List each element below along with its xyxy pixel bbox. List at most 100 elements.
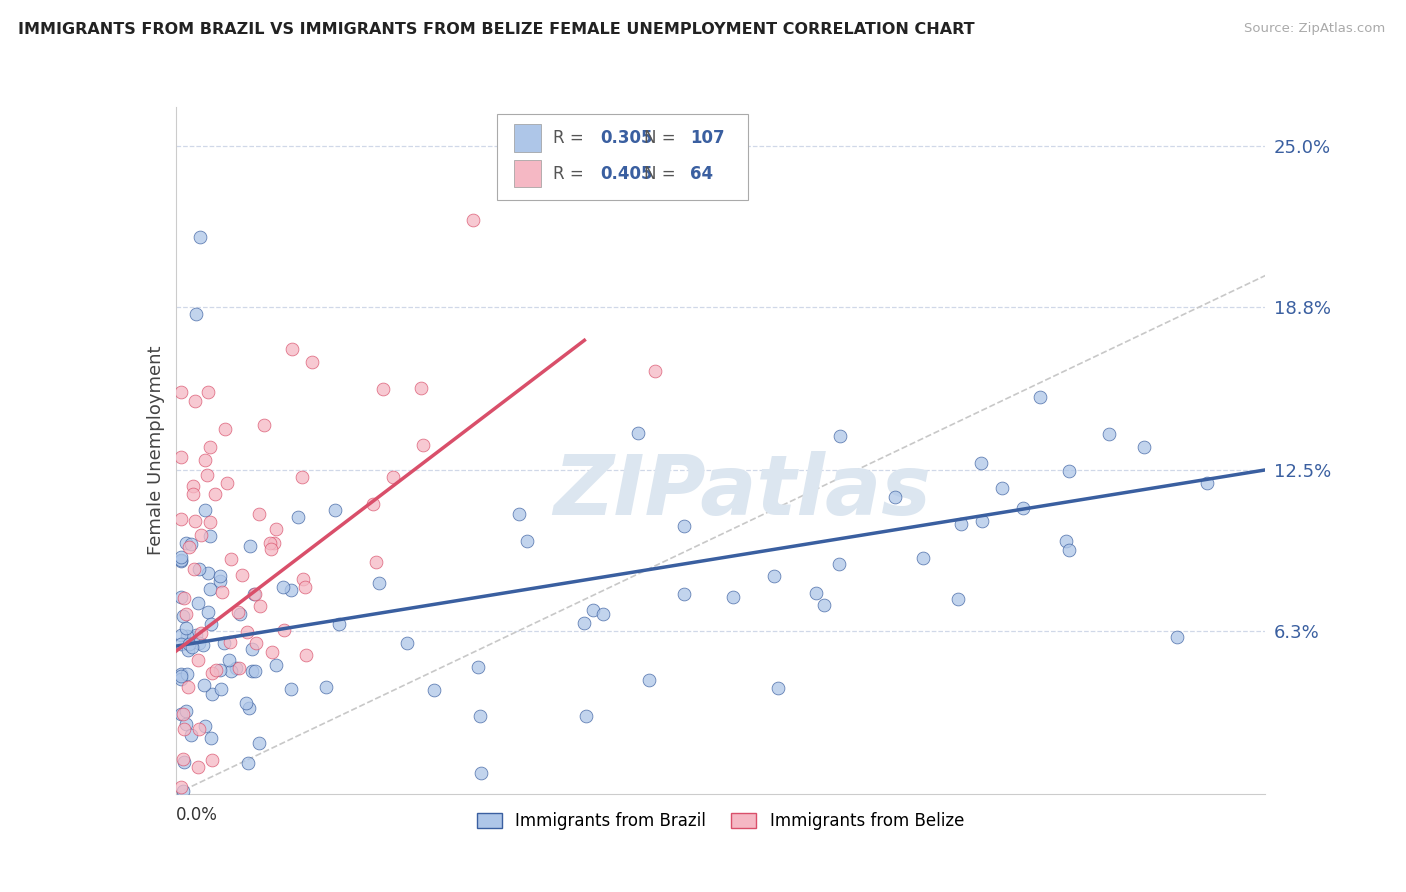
Point (188, 722, 211, 736)
Point (170, 637, 193, 651)
Point (173, 755, 195, 769)
Point (170, 553, 193, 567)
Point (301, 355, 323, 369)
Point (263, 536, 285, 550)
Point (243, 664, 266, 678)
Point (187, 653, 209, 667)
Point (291, 469, 314, 483)
Point (170, 385, 193, 400)
Point (226, 605, 249, 619)
Point (467, 659, 489, 673)
Point (170, 450, 193, 464)
Point (260, 645, 283, 659)
Point (201, 666, 224, 681)
Point (211, 584, 233, 599)
Point (371, 383, 394, 397)
Point (264, 658, 287, 673)
Point (174, 704, 197, 718)
Point (197, 605, 219, 619)
Point (395, 636, 418, 650)
Point (217, 475, 239, 490)
Point (209, 574, 232, 589)
Text: 0.305: 0.305 (600, 129, 654, 147)
Point (181, 479, 204, 493)
Point (181, 487, 204, 501)
Point (197, 566, 219, 580)
Point (328, 616, 350, 631)
Point (1197, 476, 1219, 491)
Point (190, 528, 212, 542)
Point (201, 687, 224, 701)
Point (412, 438, 434, 452)
Point (266, 522, 288, 536)
Point (468, 709, 491, 723)
Point (170, 706, 193, 721)
Point (177, 540, 200, 554)
Point (259, 536, 281, 550)
Point (991, 481, 1014, 495)
Point (209, 682, 232, 697)
Point (1097, 427, 1119, 442)
Point (193, 678, 215, 692)
Point (970, 456, 993, 470)
Point (1166, 630, 1188, 644)
Text: Source: ZipAtlas.com: Source: ZipAtlas.com (1244, 22, 1385, 36)
Point (197, 385, 219, 400)
Point (280, 682, 302, 697)
Point (235, 696, 257, 710)
Point (219, 635, 242, 649)
Point (422, 683, 444, 698)
Text: 0.0%: 0.0% (176, 806, 218, 824)
Point (180, 640, 202, 654)
Point (592, 607, 614, 621)
Point (190, 229, 212, 244)
Point (242, 664, 264, 678)
Point (575, 709, 598, 723)
Point (219, 664, 242, 678)
Point (253, 417, 276, 432)
Point (174, 607, 197, 621)
Point (180, 728, 202, 742)
Point (972, 514, 994, 528)
Point (638, 673, 661, 687)
Point (323, 503, 346, 517)
Point (243, 587, 266, 601)
Point (172, 707, 194, 722)
Point (180, 537, 202, 551)
Point (1133, 440, 1156, 454)
Point (813, 599, 835, 613)
Point (766, 681, 789, 695)
Point (187, 636, 209, 650)
Point (173, 722, 195, 736)
Point (172, 609, 194, 624)
Point (174, 536, 197, 550)
Point (194, 719, 217, 733)
Text: 107: 107 (690, 129, 724, 147)
Point (200, 617, 222, 632)
Point (295, 648, 318, 662)
Point (183, 562, 205, 576)
Text: R =: R = (553, 165, 589, 183)
Point (1054, 534, 1077, 549)
Point (281, 342, 304, 356)
Point (170, 780, 193, 794)
Point (184, 514, 207, 528)
Point (260, 541, 283, 556)
Point (187, 596, 209, 610)
Point (292, 573, 315, 587)
Point (804, 586, 827, 600)
Point (273, 623, 295, 637)
Point (187, 760, 209, 774)
Point (243, 587, 266, 601)
Point (287, 509, 309, 524)
Point (912, 551, 935, 566)
Point (190, 625, 212, 640)
Bar (513, 124, 541, 152)
Point (1028, 390, 1050, 404)
Point (200, 529, 222, 543)
Point (201, 753, 224, 767)
Point (193, 453, 215, 467)
Point (229, 607, 252, 621)
Point (1057, 464, 1080, 478)
Point (461, 212, 484, 227)
